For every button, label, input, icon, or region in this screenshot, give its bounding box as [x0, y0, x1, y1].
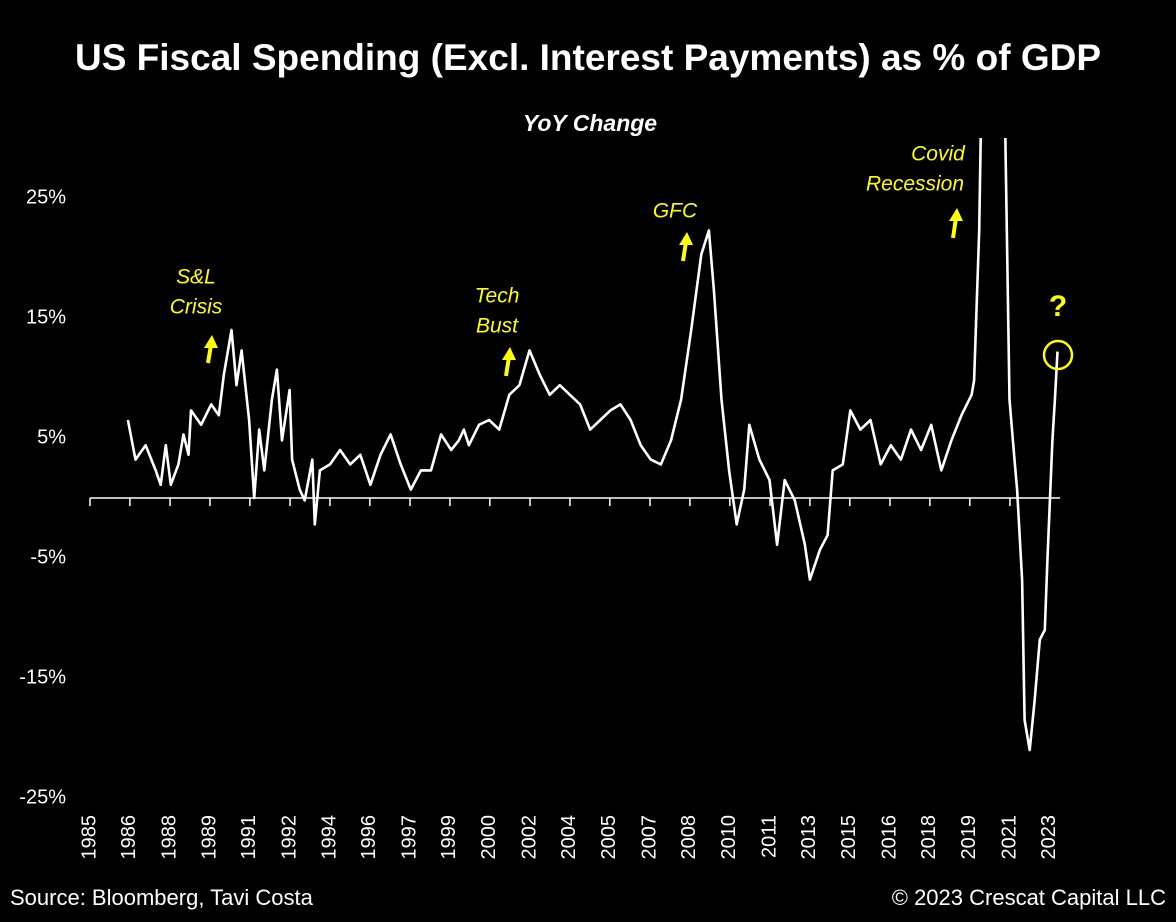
x-tick-label: 1992 — [278, 815, 300, 860]
annotation: Covid — [911, 143, 966, 166]
annotation-arrowhead — [502, 347, 516, 360]
x-tick-label: 1999 — [438, 815, 460, 860]
y-tick-label: 5% — [37, 426, 66, 448]
x-tick-label: 2021 — [998, 815, 1020, 860]
x-tick-label: 2008 — [678, 815, 700, 860]
annotation: S&L — [176, 266, 216, 289]
x-tick-label: 2016 — [878, 815, 900, 860]
x-tick-label: 2004 — [558, 815, 580, 860]
y-tick-label: 25% — [26, 186, 66, 208]
x-tick-label: 2018 — [918, 815, 940, 860]
annotation: GFC — [653, 200, 698, 223]
line — [126, 138, 1059, 752]
x-tick-label: 1994 — [318, 815, 340, 860]
x-tick-label: 2000 — [478, 815, 500, 860]
annotation: Recession — [866, 173, 964, 196]
y-tick-label: -15% — [19, 666, 66, 688]
chart-subtitle: YoY Change — [523, 110, 657, 136]
x-tick-label: 2007 — [638, 815, 660, 860]
x-tick-label: 2002 — [518, 815, 540, 860]
y-tick-label: 15% — [26, 306, 66, 328]
source: Source: Bloomberg, Tavi Costa — [10, 885, 314, 910]
annotation-arrow — [681, 241, 688, 262]
y-tick-label: -25% — [19, 786, 66, 808]
annotation: ? — [1049, 290, 1067, 323]
annotation-arrow — [951, 217, 958, 239]
annotation-arrowhead — [204, 335, 218, 348]
x-tick-label: 2019 — [958, 815, 980, 860]
annotation-circle — [1042, 339, 1074, 371]
x-tick-label: 1988 — [158, 815, 180, 860]
x-tick-label: 2011 — [758, 815, 780, 858]
x-tick-label: 1996 — [358, 815, 380, 860]
x-tick-label: 2015 — [838, 815, 860, 860]
annotation: Bust — [476, 315, 519, 338]
x-tick-label: 2023 — [1038, 815, 1060, 860]
annotation-arrowhead — [679, 232, 693, 245]
annotation: Tech — [475, 285, 520, 308]
annotation-arrow — [504, 356, 511, 377]
x-tick-label: 1986 — [118, 815, 140, 860]
x-tick-label: 1985 — [78, 815, 100, 860]
plot-area — [126, 138, 1059, 752]
chart-title: US Fiscal Spending (Excl. Interest Payme… — [75, 37, 1101, 78]
credit: © 2023 Crescat Capital LLC — [892, 885, 1166, 910]
y-tick-label: -5% — [30, 546, 66, 568]
x-tick-label: 1989 — [198, 815, 220, 860]
annotation: Crisis — [170, 296, 223, 319]
annotation-arrowhead — [949, 208, 963, 221]
x-tick-label: 2005 — [598, 815, 620, 860]
x-tick-label: 2013 — [798, 815, 820, 860]
x-tick-label: 1997 — [398, 815, 420, 860]
x-tick-label: 2010 — [718, 815, 740, 860]
x-tick-label: 1991 — [238, 815, 260, 860]
